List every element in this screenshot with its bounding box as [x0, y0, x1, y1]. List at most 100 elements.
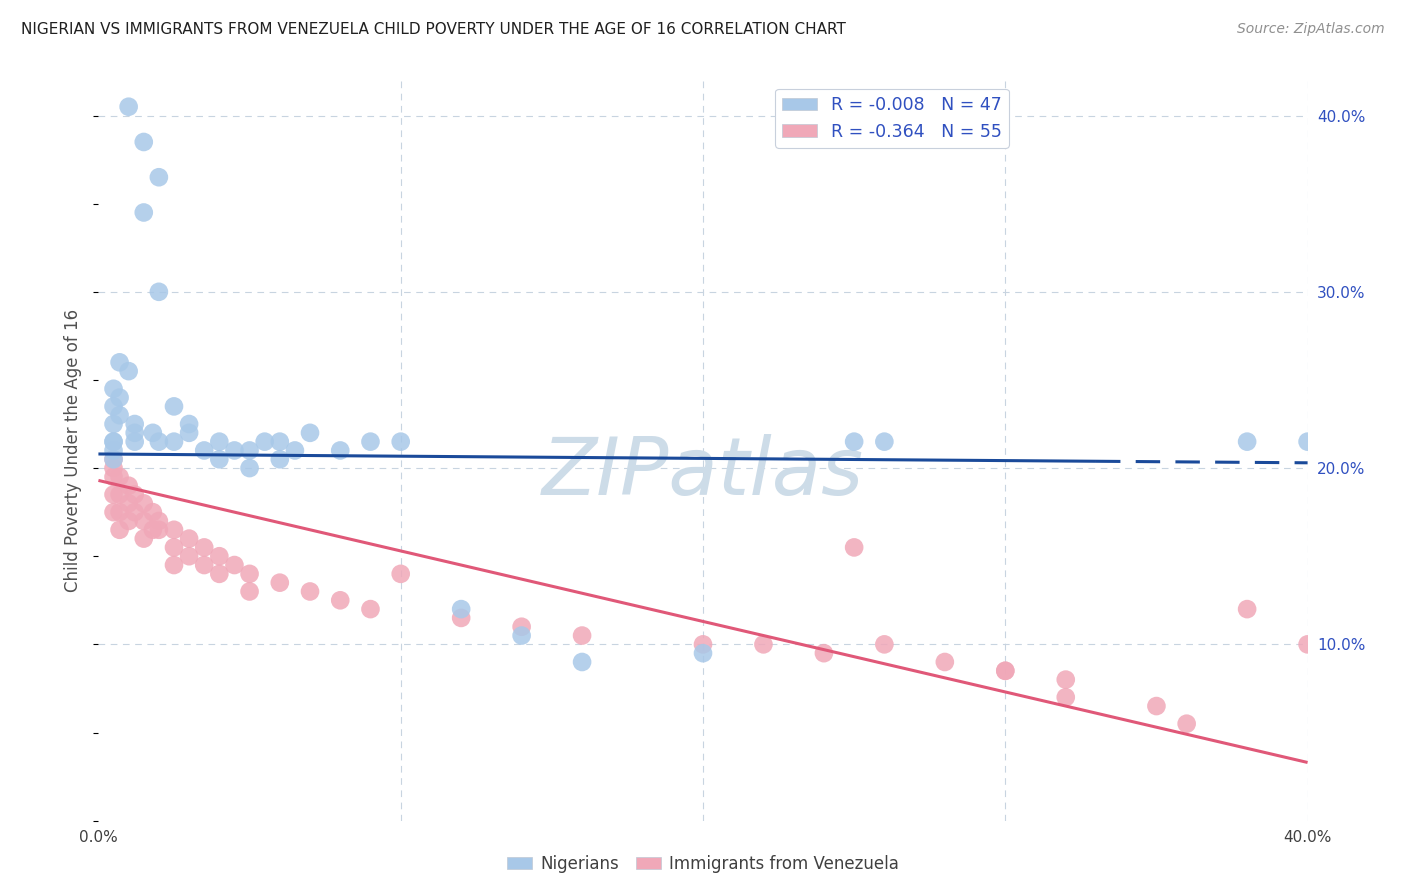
Point — [994, 664, 1017, 678]
Point — [103, 434, 125, 449]
Point — [360, 434, 382, 449]
Point — [179, 549, 201, 564]
Point — [132, 205, 155, 219]
Point — [1144, 699, 1167, 714]
Point — [299, 584, 322, 599]
Point — [163, 523, 186, 537]
Point — [450, 602, 472, 616]
Point — [108, 408, 131, 422]
Point — [934, 655, 956, 669]
Point — [239, 584, 262, 599]
Point — [269, 575, 291, 590]
Point — [118, 100, 141, 114]
Point — [118, 479, 141, 493]
Point — [118, 496, 141, 510]
Point — [163, 434, 186, 449]
Point — [284, 443, 307, 458]
Point — [103, 400, 125, 414]
Legend: Nigerians, Immigrants from Venezuela: Nigerians, Immigrants from Venezuela — [501, 848, 905, 880]
Point — [208, 452, 231, 467]
Point — [103, 417, 125, 431]
Point — [1054, 690, 1077, 705]
Point — [148, 170, 170, 185]
Point — [1296, 637, 1319, 651]
Point — [163, 558, 186, 572]
Point — [692, 646, 714, 660]
Text: Source: ZipAtlas.com: Source: ZipAtlas.com — [1237, 22, 1385, 37]
Point — [142, 505, 165, 519]
Point — [193, 541, 215, 555]
Point — [1175, 716, 1198, 731]
Point — [142, 425, 165, 440]
Point — [450, 611, 472, 625]
Point — [163, 541, 186, 555]
Point — [118, 514, 141, 528]
Point — [571, 655, 593, 669]
Point — [239, 443, 262, 458]
Point — [329, 443, 352, 458]
Point — [103, 505, 125, 519]
Point — [208, 566, 231, 581]
Point — [124, 505, 146, 519]
Point — [132, 496, 155, 510]
Text: NIGERIAN VS IMMIGRANTS FROM VENEZUELA CHILD POVERTY UNDER THE AGE OF 16 CORRELAT: NIGERIAN VS IMMIGRANTS FROM VENEZUELA CH… — [21, 22, 846, 37]
Point — [148, 285, 170, 299]
Point — [132, 532, 155, 546]
Point — [208, 434, 231, 449]
Point — [692, 637, 714, 651]
Point — [1054, 673, 1077, 687]
Point — [103, 443, 125, 458]
Point — [179, 425, 201, 440]
Point — [103, 461, 125, 475]
Point — [193, 443, 215, 458]
Point — [873, 434, 896, 449]
Point — [179, 417, 201, 431]
Point — [103, 470, 125, 484]
Point — [193, 558, 215, 572]
Point — [103, 434, 125, 449]
Point — [329, 593, 352, 607]
Point — [269, 434, 291, 449]
Point — [132, 135, 155, 149]
Point — [103, 487, 125, 501]
Point — [389, 434, 412, 449]
Point — [148, 434, 170, 449]
Y-axis label: Child Poverty Under the Age of 16: Child Poverty Under the Age of 16 — [65, 309, 83, 592]
Point — [752, 637, 775, 651]
Point — [239, 566, 262, 581]
Point — [844, 434, 866, 449]
Point — [103, 382, 125, 396]
Point — [124, 487, 146, 501]
Point — [813, 646, 835, 660]
Legend: R = -0.008   N = 47, R = -0.364   N = 55: R = -0.008 N = 47, R = -0.364 N = 55 — [775, 89, 1008, 147]
Point — [148, 514, 170, 528]
Point — [269, 452, 291, 467]
Point — [108, 487, 131, 501]
Point — [179, 532, 201, 546]
Point — [163, 400, 186, 414]
Point — [108, 391, 131, 405]
Point — [1296, 434, 1319, 449]
Point — [108, 470, 131, 484]
Point — [118, 364, 141, 378]
Point — [571, 628, 593, 642]
Point — [142, 523, 165, 537]
Point — [124, 417, 146, 431]
Point — [124, 425, 146, 440]
Point — [510, 620, 533, 634]
Point — [299, 425, 322, 440]
Point — [148, 523, 170, 537]
Point — [1236, 434, 1258, 449]
Text: ZIPatlas: ZIPatlas — [541, 434, 865, 512]
Point — [224, 443, 246, 458]
Point — [103, 452, 125, 467]
Point — [389, 566, 412, 581]
Point — [108, 505, 131, 519]
Point — [103, 452, 125, 467]
Point — [108, 355, 131, 369]
Point — [253, 434, 276, 449]
Point — [1236, 602, 1258, 616]
Point — [124, 434, 146, 449]
Point — [132, 514, 155, 528]
Point — [510, 628, 533, 642]
